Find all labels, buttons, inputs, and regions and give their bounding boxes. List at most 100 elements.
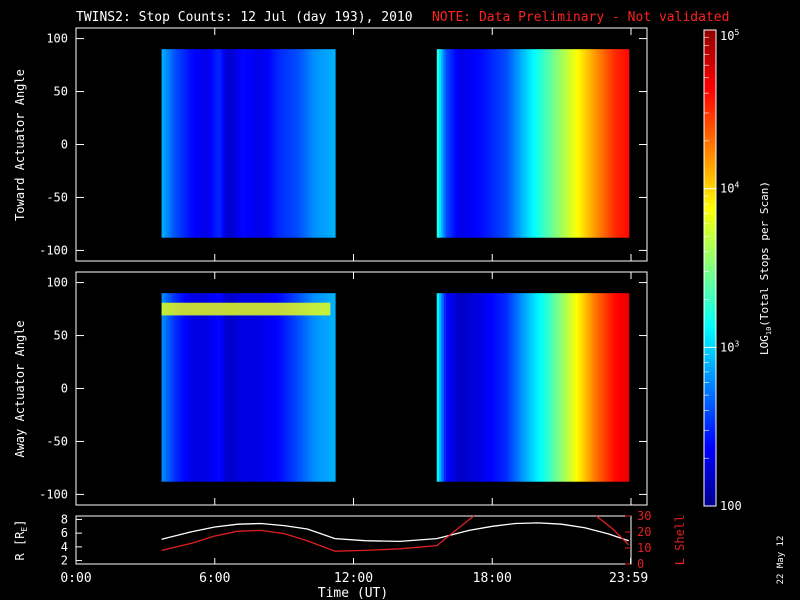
toward-heatmap-column — [207, 49, 211, 238]
away-heatmap-column — [476, 293, 479, 482]
toward-heatmap-column — [543, 49, 547, 238]
away-y-tick-label: 0 — [61, 382, 68, 396]
away-heatmap-column — [533, 293, 537, 482]
toward-heatmap-column — [563, 49, 567, 238]
away-heatmap-column — [177, 293, 181, 482]
toward-heatmap-column — [598, 49, 602, 238]
away-heatmap-column — [617, 293, 621, 482]
away-heatmap-column — [471, 293, 475, 482]
away-heatmap-column — [473, 293, 477, 482]
away-heatmap-column — [242, 293, 246, 482]
away-heatmap-column — [598, 293, 602, 482]
toward-heatmap-column — [561, 49, 565, 238]
toward-heatmap-column — [612, 49, 616, 238]
away-heatmap-column — [591, 293, 595, 482]
away-heatmap-column — [298, 293, 301, 482]
radius-tick-label: 8 — [61, 512, 68, 526]
toward-heatmap-column — [480, 49, 484, 238]
toward-heatmap-column — [307, 49, 311, 238]
toward-heatmap-column — [168, 49, 172, 238]
l-shell-line — [161, 515, 475, 552]
toward-heatmap-column — [323, 49, 327, 238]
toward-heatmap-column — [235, 49, 239, 238]
away-panel: 100 50 0 -50 -100 Away Actuator Angle — [13, 271, 648, 506]
toward-heatmap-column — [566, 49, 570, 238]
away-heatmap-column — [198, 293, 202, 482]
colorbar-label-main: LOG — [758, 335, 771, 355]
toward-heatmap-column — [258, 49, 262, 238]
away-heatmap-column — [524, 293, 528, 482]
toward-heatmap-column — [547, 49, 551, 238]
away-heatmap-column — [274, 293, 278, 482]
colorbar-scale — [703, 29, 717, 507]
toward-heatmap-column — [619, 49, 623, 238]
away-heatmap-column — [226, 293, 230, 482]
away-heatmap-column — [205, 293, 209, 482]
toward-heatmap-column — [177, 49, 181, 238]
toward-heatmap-column — [621, 49, 625, 238]
away-heatmap-column — [251, 293, 255, 482]
toward-y-ticks: 100 50 0 -50 -100 — [39, 28, 647, 261]
l-shell-tick-label: 30 — [637, 509, 651, 523]
away-heatmap-column — [279, 293, 283, 482]
away-heatmap-column — [577, 293, 581, 482]
toward-heatmap-column — [487, 49, 491, 238]
colorbar-tick-base: 10 — [720, 182, 734, 196]
toward-heatmap-column — [448, 49, 452, 238]
radius-tick-label: 4 — [61, 540, 68, 554]
toward-heatmap-column — [249, 49, 253, 238]
toward-heatmap-column — [281, 49, 285, 238]
toward-heatmap-column — [295, 49, 299, 238]
l-shell-tick-label: 0 — [637, 557, 644, 571]
colorbar-tick-label: 105 — [720, 28, 739, 43]
l-shell-axis-label: L Shell — [673, 515, 687, 566]
away-heatmap-column — [455, 293, 459, 482]
toward-heatmap-column — [596, 49, 600, 238]
away-heatmap-column — [291, 293, 294, 482]
away-heatmap-column — [522, 293, 526, 482]
away-heatmap-column — [483, 293, 486, 482]
toward-heatmap-column — [219, 49, 223, 238]
toward-heatmap-column — [536, 49, 540, 238]
toward-heatmap-column — [450, 49, 454, 238]
away-heatmap-column — [610, 293, 614, 482]
toward-heatmap-column — [552, 49, 556, 238]
away-heatmap-column — [570, 293, 574, 482]
toward-heatmap-column — [198, 49, 202, 238]
toward-heatmap-column — [582, 49, 586, 238]
away-heatmap-column — [478, 293, 482, 482]
away-heatmap-column — [573, 293, 577, 482]
toward-heatmap-column — [439, 49, 442, 238]
away-heatmap-column — [448, 293, 452, 482]
toward-heatmap-column — [614, 49, 618, 238]
colorbar-label-end: (Total Stops per Scan) — [758, 181, 771, 327]
l-shell-tick-label: 20 — [637, 525, 651, 539]
toward-heatmap-column — [163, 49, 167, 238]
toward-y-tick-label: 50 — [54, 85, 68, 99]
away-heatmap-column — [219, 293, 223, 482]
toward-y-tick-label: 100 — [46, 32, 68, 46]
toward-heatmap-column — [170, 49, 174, 238]
toward-heatmap-column — [538, 49, 542, 238]
toward-heatmap-column — [457, 49, 461, 238]
away-heatmap-column — [540, 293, 544, 482]
toward-heatmap-column — [261, 49, 264, 238]
toward-heatmap-column — [272, 49, 276, 238]
away-heatmap-column — [318, 293, 322, 482]
toward-heatmap-column — [254, 49, 257, 238]
toward-heatmap-column — [478, 49, 482, 238]
away-heatmap-column — [487, 293, 491, 482]
away-heatmap-column — [200, 293, 204, 482]
colorbar-tick-base: 10 — [720, 29, 734, 43]
toward-heatmap-column — [441, 49, 445, 238]
toward-heatmap-column — [316, 49, 320, 238]
preliminary-note: NOTE: Data Preliminary - Not validated — [432, 10, 729, 25]
toward-heatmap-column — [291, 49, 294, 238]
toward-heatmap-column — [286, 49, 290, 238]
radius-label-end: ] — [13, 520, 27, 527]
toward-heatmap-column — [545, 49, 549, 238]
toward-heatmap-column — [471, 49, 475, 238]
away-y-tick-label: -100 — [39, 487, 68, 501]
away-heatmap-column — [554, 293, 558, 482]
